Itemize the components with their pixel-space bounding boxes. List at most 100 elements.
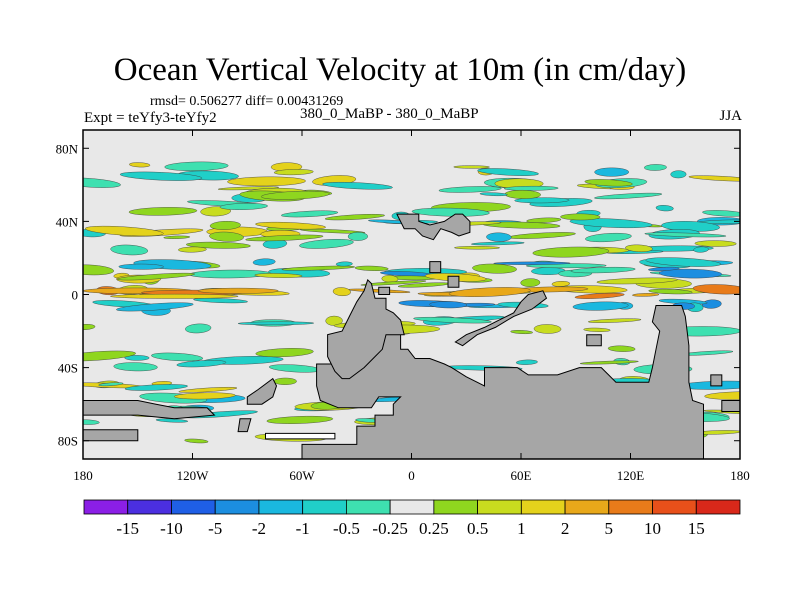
field-contour bbox=[583, 327, 611, 332]
field-contour bbox=[692, 284, 740, 295]
field-contour bbox=[520, 278, 541, 287]
field-contour bbox=[197, 287, 279, 294]
field-contour bbox=[113, 362, 158, 372]
colorbar-label: -0.5 bbox=[333, 519, 360, 538]
field-contour bbox=[702, 210, 740, 217]
field-contour bbox=[579, 360, 639, 365]
x-tick-label: 120W bbox=[177, 468, 210, 483]
colorbar-label: 15 bbox=[688, 519, 705, 538]
land-mass bbox=[327, 278, 405, 380]
field-contour bbox=[255, 221, 326, 230]
field-contour bbox=[185, 241, 251, 249]
land-mass bbox=[586, 334, 602, 347]
field-contour bbox=[118, 263, 164, 270]
colorbar-label: 5 bbox=[605, 519, 614, 538]
field-contour bbox=[645, 257, 722, 267]
colorbar-swatch bbox=[477, 499, 522, 515]
land-mass bbox=[429, 261, 442, 274]
field-contour bbox=[266, 415, 334, 424]
field-contour bbox=[569, 218, 653, 229]
land-mass bbox=[447, 275, 460, 288]
field-contour bbox=[200, 206, 231, 217]
field-contour bbox=[98, 382, 124, 387]
field-contour bbox=[217, 186, 280, 191]
field-contour bbox=[219, 203, 268, 210]
stats-label: rmsd= 0.506277 diff= 0.00431269 bbox=[150, 94, 344, 109]
field-contour bbox=[280, 210, 339, 218]
field-contour bbox=[574, 292, 625, 299]
field-contour bbox=[193, 298, 248, 304]
colorbar-label: -0.25 bbox=[372, 519, 407, 538]
field-contour bbox=[151, 352, 204, 362]
field-contour bbox=[533, 324, 562, 334]
field-contour bbox=[486, 232, 512, 242]
field-contour bbox=[648, 266, 680, 272]
x-tick-label: 120E bbox=[617, 468, 645, 483]
land-mass bbox=[710, 374, 723, 387]
field-contour bbox=[116, 272, 195, 281]
field-contour bbox=[644, 232, 727, 238]
field-contour bbox=[514, 197, 570, 204]
field-contour bbox=[570, 266, 636, 274]
field-contour bbox=[354, 265, 389, 271]
colorbar-swatch bbox=[520, 499, 566, 515]
x-tick-label: 60W bbox=[289, 468, 315, 483]
field-contour bbox=[694, 240, 737, 247]
colorbar-swatch bbox=[564, 499, 610, 515]
field-contour bbox=[625, 244, 653, 253]
x-tick-label: 0 bbox=[408, 468, 415, 483]
field-contour bbox=[209, 231, 244, 242]
land-mass bbox=[83, 429, 139, 442]
field-contour bbox=[632, 293, 660, 297]
field-contour bbox=[594, 167, 629, 177]
field-contour bbox=[174, 392, 236, 400]
colorbar-swatch bbox=[302, 499, 347, 515]
field-contour bbox=[119, 171, 203, 181]
y-tick-label: 80S bbox=[58, 434, 78, 449]
field-contour bbox=[83, 264, 114, 276]
colorbar-label: -5 bbox=[208, 519, 222, 538]
land-mass bbox=[721, 400, 740, 412]
field-contour bbox=[110, 244, 149, 256]
field-contour bbox=[273, 377, 297, 385]
field-contour bbox=[185, 323, 212, 334]
x-axis: 180 120W 60W 0 60E 120E 180 bbox=[73, 130, 750, 483]
field-contour bbox=[515, 359, 538, 365]
field-contour bbox=[693, 246, 709, 253]
colorbar: -15 -10 -5 -2 -1 -0.5 -0.25 0.25 0.5 1 2 5 10 15 bbox=[83, 499, 741, 538]
plot-area bbox=[83, 130, 740, 459]
field-contour bbox=[332, 287, 351, 297]
field-contour bbox=[83, 350, 136, 362]
field-contour bbox=[429, 301, 468, 309]
field-contour bbox=[584, 179, 633, 187]
colorbar-label: -10 bbox=[160, 519, 183, 538]
field-contour bbox=[670, 170, 687, 179]
field-contour bbox=[438, 186, 502, 193]
land-mass bbox=[378, 286, 391, 295]
colorbar-label: 0.5 bbox=[467, 519, 488, 538]
field-contour bbox=[324, 214, 385, 221]
y-tick-label: 40S bbox=[58, 361, 78, 376]
field-contour bbox=[454, 246, 500, 250]
colorbar-swatch bbox=[171, 499, 216, 515]
field-contour bbox=[493, 261, 571, 265]
field-contour bbox=[411, 207, 490, 217]
field-contour bbox=[596, 277, 678, 285]
field-contour bbox=[477, 168, 539, 176]
field-contour bbox=[644, 164, 667, 171]
colorbar-swatch bbox=[652, 499, 697, 515]
field-contour bbox=[245, 234, 324, 242]
field-contour bbox=[560, 213, 601, 221]
colorbar-label: 1 bbox=[517, 519, 526, 538]
field-contour bbox=[83, 324, 96, 330]
field-contour bbox=[178, 387, 238, 393]
field-contour bbox=[254, 273, 303, 278]
field-contour bbox=[655, 205, 674, 212]
colorbar-swatch bbox=[83, 499, 129, 515]
field-contour bbox=[84, 225, 164, 237]
field-contour bbox=[237, 321, 314, 326]
field-contour bbox=[594, 192, 663, 200]
colorbar-swatch bbox=[608, 499, 653, 515]
field-contour bbox=[83, 177, 121, 188]
field-contour bbox=[648, 288, 693, 295]
